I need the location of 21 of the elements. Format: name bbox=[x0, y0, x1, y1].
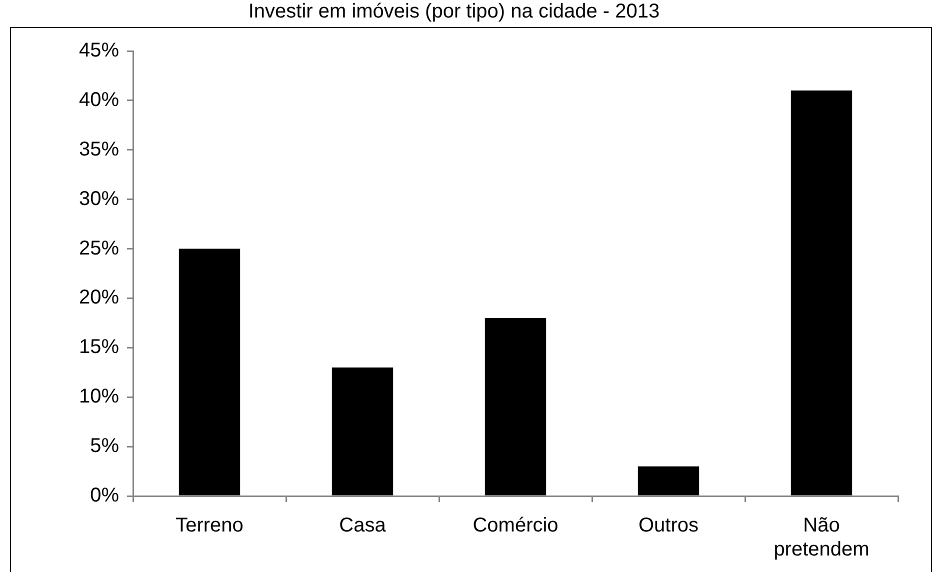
bar bbox=[332, 367, 394, 496]
y-tick-label: 35% bbox=[78, 138, 120, 160]
y-tick-label: 0% bbox=[90, 484, 120, 507]
y-tick-label: 25% bbox=[78, 237, 120, 260]
bar bbox=[178, 248, 240, 496]
x-tick-label: Outros bbox=[638, 514, 699, 537]
y-tick-label: 5% bbox=[90, 435, 120, 458]
x-tick-label: Terreno bbox=[176, 514, 244, 537]
y-tick-label: 40% bbox=[78, 88, 120, 111]
chart-title: Investir em imóveis (por tipo) na cidade - 2013 bbox=[248, 0, 660, 23]
x-tick-label: Casa bbox=[339, 514, 387, 537]
y-tick-label: 10% bbox=[78, 386, 120, 408]
x-tick-label: Não pretendem bbox=[774, 514, 870, 561]
x-tick-label: Comércio bbox=[472, 514, 558, 537]
bar bbox=[790, 90, 852, 496]
y-tick-label: 30% bbox=[78, 188, 120, 210]
y-tick-label: 20% bbox=[78, 286, 120, 309]
bar bbox=[638, 466, 700, 496]
y-tick-label: 15% bbox=[78, 336, 120, 358]
y-tick-label: 45% bbox=[78, 40, 120, 62]
bar bbox=[484, 318, 546, 496]
